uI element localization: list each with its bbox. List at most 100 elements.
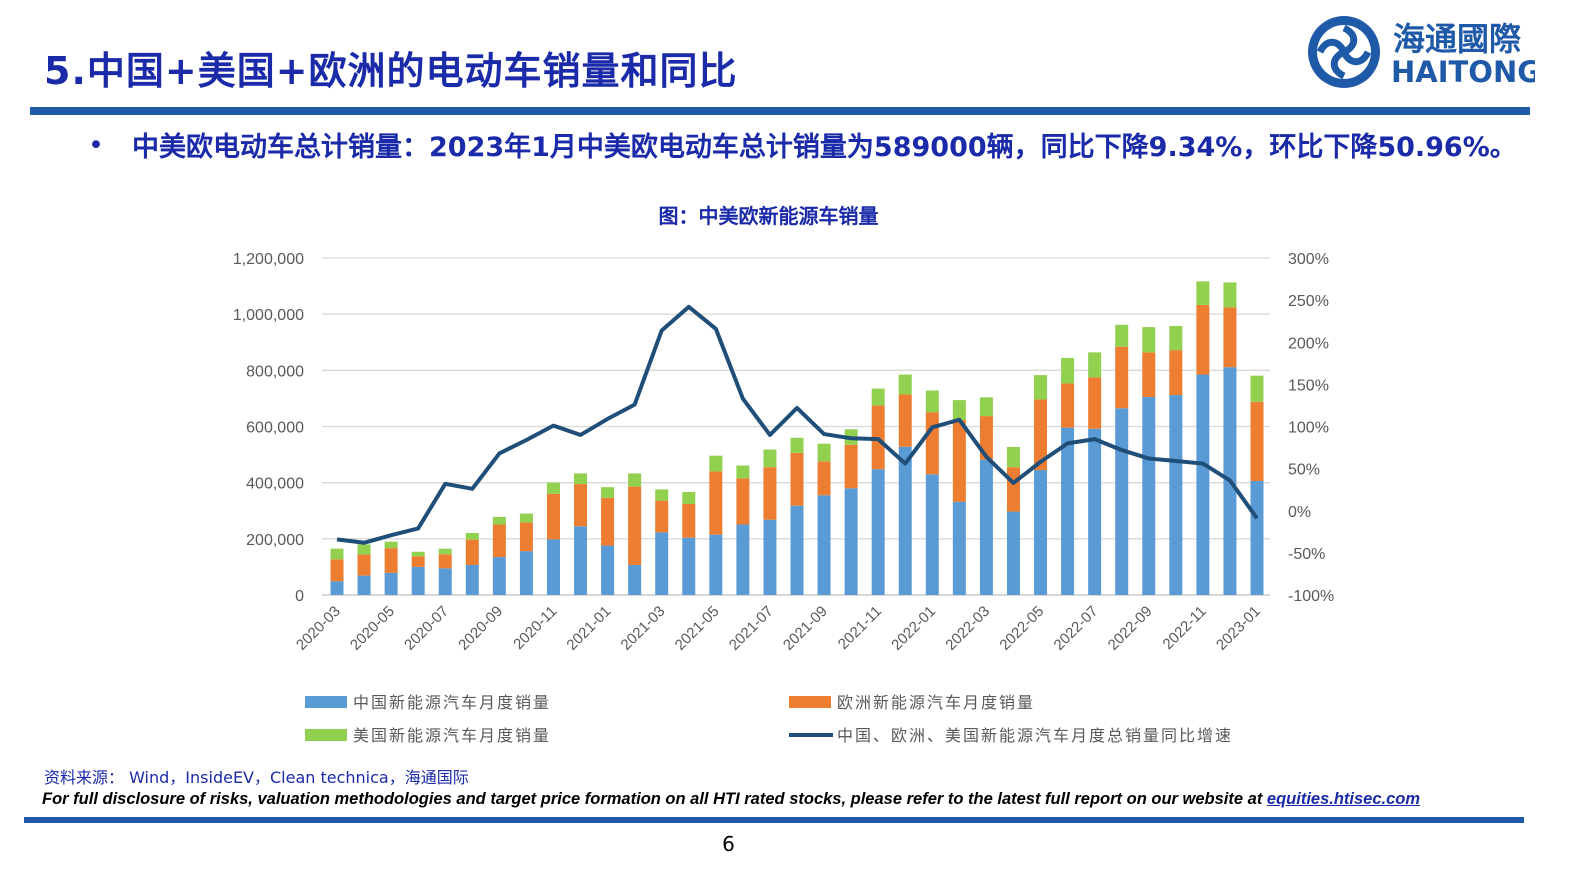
legend-swatch-us [305, 729, 347, 741]
page-title: 5.中国+美国+欧洲的电动车销量和同比 [44, 49, 738, 93]
bar-europe [682, 504, 696, 538]
bar-europe [1006, 467, 1020, 512]
bar-china [330, 581, 344, 595]
bar-europe [492, 524, 506, 558]
bar-us [357, 544, 371, 555]
bar-europe [438, 554, 452, 569]
bar-europe [1250, 401, 1264, 481]
bar-china [411, 566, 425, 595]
bar-china [574, 526, 588, 595]
summary-text: 中美欧电动车总计销量：2023年1月中美欧电动车总计销量为589000辆，同比下… [132, 132, 1517, 163]
bar-us [628, 473, 642, 487]
bar-china [817, 495, 831, 595]
bar-europe [574, 484, 588, 527]
x-tick-label: 2021-11 [835, 603, 885, 653]
bullet-icon: • [88, 130, 104, 161]
x-tick-label: 2022-11 [1160, 603, 1210, 653]
haitong-logo: 海通國際 HAITONG [1305, 12, 1541, 94]
chart-title: 图：中美欧新能源车销量 [658, 204, 879, 228]
source-note: 资料来源： Wind，InsideEV，Clean technica，海通国际 [44, 768, 469, 787]
bar-china [1088, 428, 1102, 595]
bar-europe [411, 556, 425, 567]
bar-europe [1088, 377, 1102, 429]
bar-europe [465, 539, 479, 565]
y-right-tick-label: 50% [1288, 462, 1320, 479]
bar-us [1250, 375, 1264, 402]
bar-europe [709, 471, 723, 535]
bar-us [709, 455, 723, 472]
bar-europe [763, 467, 777, 520]
bar-europe [898, 394, 912, 447]
header-divider [30, 107, 1530, 115]
y-right-tick-label: 150% [1288, 377, 1329, 394]
bar-china [709, 534, 723, 595]
bar-us [898, 374, 912, 395]
bar-china [1142, 397, 1156, 595]
y-left-tick-label: 200,000 [246, 532, 304, 549]
y-right-tick-label: -100% [1288, 588, 1334, 605]
bar-us [1142, 327, 1156, 353]
x-tick-label: 2022-07 [1051, 603, 1102, 654]
bar-us [871, 388, 885, 406]
bar-us [330, 548, 344, 560]
website-link[interactable]: equities.htisec.com [1266, 790, 1421, 808]
bar-china [1006, 511, 1020, 595]
bar-europe [952, 420, 966, 502]
bar-europe [1034, 399, 1048, 471]
y-left-tick-label: 0 [295, 588, 304, 605]
bar-china [438, 568, 452, 595]
bar-europe [1223, 307, 1237, 368]
y-right-tick-label: -50% [1288, 546, 1325, 563]
x-tick-label: 2022-05 [996, 603, 1047, 654]
bar-us [925, 390, 939, 413]
bar-us [1115, 324, 1129, 347]
x-tick-label: 2023-01 [1213, 603, 1264, 654]
bar-china [952, 501, 966, 595]
bar-us [411, 551, 425, 557]
y-right-tick-label: 0% [1288, 504, 1311, 521]
bar-europe [628, 486, 642, 565]
legend-swatch-europe [789, 696, 831, 708]
x-tick-label: 2020-05 [347, 603, 398, 654]
bar-europe [817, 461, 831, 496]
bar-europe [1169, 350, 1183, 396]
legend-label: 中国新能源汽车月度销量 [353, 693, 551, 712]
bar-us [790, 437, 804, 453]
bar-us [763, 449, 777, 468]
yoy-growth-line [336, 304, 1259, 545]
bar-china [1115, 408, 1129, 595]
haitong-logo-icon: 海通國際 HAITONG [1308, 16, 1541, 89]
bar-china [357, 575, 371, 595]
bar-china [898, 446, 912, 595]
bar-china [601, 545, 615, 595]
y-right-tick-label: 250% [1288, 293, 1329, 310]
bar-us [465, 532, 479, 540]
bar-us [979, 397, 993, 417]
bar-europe [601, 497, 615, 546]
bar-china [979, 459, 993, 595]
bar-europe [979, 416, 993, 460]
bar-us [492, 516, 506, 525]
disclosure-text: For full disclosure of risks, valuation … [42, 790, 1267, 808]
bar-china [628, 564, 642, 595]
bar-china [546, 539, 560, 595]
bar-us [1196, 281, 1210, 305]
x-tick-label: 2022-01 [888, 603, 939, 654]
legend-label: 中国、欧洲、美国新能源汽车月度总销量同比增速 [837, 726, 1233, 745]
x-tick-label: 2020-03 [293, 603, 344, 654]
bar-europe [736, 478, 750, 525]
bar-europe [790, 452, 804, 506]
bar-china [790, 505, 804, 595]
y-left-tick-label: 800,000 [246, 363, 304, 380]
bar-europe [384, 548, 398, 573]
x-tick-label: 2021-09 [780, 603, 831, 654]
bar-china [736, 524, 750, 595]
bar-us [736, 465, 750, 479]
bar-europe [925, 412, 939, 475]
bar-us [601, 487, 615, 498]
bar-europe [844, 444, 858, 489]
bar-china [1196, 374, 1210, 595]
bar-china [1061, 427, 1075, 595]
y-right-tick-label: 200% [1288, 335, 1329, 352]
bar-europe [519, 522, 533, 552]
